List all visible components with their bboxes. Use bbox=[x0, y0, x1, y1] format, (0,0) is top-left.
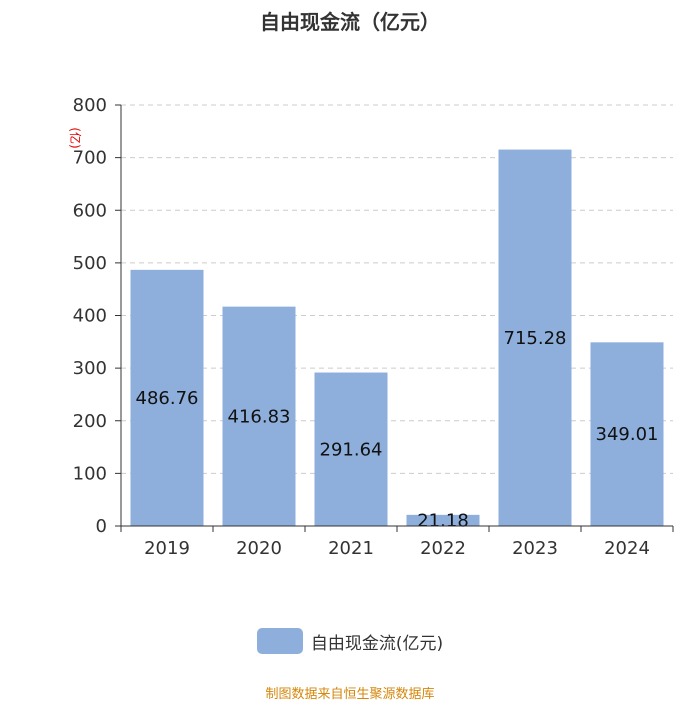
bar[interactable] bbox=[498, 149, 572, 526]
bar[interactable] bbox=[406, 514, 480, 526]
chart-title: 自由现金流（亿元） bbox=[260, 10, 440, 34]
legend[interactable]: 自由现金流(亿元) bbox=[0, 628, 700, 654]
bar[interactable] bbox=[590, 342, 664, 526]
data-source-note: 制图数据来自恒生聚源数据库 bbox=[265, 687, 435, 702]
y-tick-label: 300 bbox=[73, 358, 107, 379]
bar[interactable] bbox=[314, 372, 388, 526]
x-tick-label: 2020 bbox=[236, 538, 282, 559]
y-axis-unit-label: (亿) bbox=[68, 127, 83, 148]
bar-data-label: 715.28 bbox=[504, 328, 567, 349]
legend-label: 自由现金流(亿元) bbox=[310, 633, 444, 654]
y-tick-label: 700 bbox=[73, 148, 107, 169]
gridlines bbox=[121, 104, 673, 474]
bar-data-label: 486.76 bbox=[136, 388, 199, 409]
x-tick-label: 2019 bbox=[144, 538, 190, 559]
bars bbox=[130, 149, 664, 526]
bar[interactable] bbox=[130, 269, 204, 526]
x-tick-label: 2024 bbox=[604, 538, 650, 559]
y-tick-label: 400 bbox=[73, 306, 107, 327]
x-tick-label: 2023 bbox=[512, 538, 558, 559]
bar-data-label: 349.01 bbox=[596, 424, 659, 445]
axes: 0 100 200 300 400 500 600 700 800 2019 2020 2021 202… bbox=[73, 95, 674, 559]
bar[interactable] bbox=[222, 306, 296, 526]
bar-data-label: 291.64 bbox=[320, 439, 383, 460]
data-labels: 486.76 416.83 291.64 21.18 715.28 349.01 bbox=[136, 328, 659, 532]
y-tick-label: 600 bbox=[73, 200, 107, 221]
y-tick-label: 200 bbox=[73, 411, 107, 432]
bar-data-label: 416.83 bbox=[228, 406, 291, 427]
y-tick-label: 100 bbox=[73, 463, 107, 484]
y-tick-label: 0 bbox=[96, 516, 107, 537]
legend-swatch bbox=[256, 628, 303, 654]
x-tick-label: 2022 bbox=[420, 538, 466, 559]
x-tick-label: 2021 bbox=[328, 538, 374, 559]
y-tick-label: 800 bbox=[73, 95, 107, 116]
bar-data-label: 21.18 bbox=[417, 510, 469, 531]
y-tick-label: 500 bbox=[73, 253, 107, 274]
